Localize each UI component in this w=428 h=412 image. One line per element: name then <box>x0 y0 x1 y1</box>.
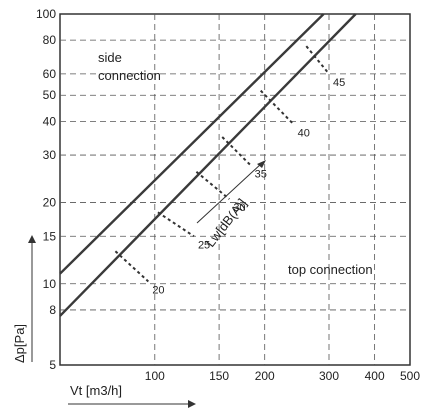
series-line-top-connection <box>59 13 357 317</box>
x-tick-label: 400 <box>365 369 385 383</box>
series-lines <box>59 13 357 317</box>
y-tick-label: 80 <box>43 33 57 47</box>
sound-level-line <box>221 136 252 166</box>
sound-level-label: 25 <box>198 239 210 251</box>
x-tick-label: 300 <box>319 369 339 383</box>
x-tick-label: 500 <box>400 369 420 383</box>
annotation-side-1: side <box>98 50 122 65</box>
x-tick-label: 200 <box>255 369 275 383</box>
y-tick-label: 40 <box>43 114 57 128</box>
sound-level-line <box>259 89 295 126</box>
sound-level-marks: 20 25 30 35 40 45 <box>114 45 345 296</box>
y-tick-label: 5 <box>49 358 56 372</box>
sound-level-label: 20 <box>152 284 164 296</box>
y-tick-label: 60 <box>43 67 57 81</box>
x-axis-arrow <box>68 400 196 408</box>
plot-area <box>59 13 411 366</box>
x-tick-label: 150 <box>209 369 229 383</box>
y-axis-arrow <box>28 235 36 362</box>
x-tick-label: 100 <box>145 369 165 383</box>
series-line-side-connection <box>59 13 325 275</box>
annotation-side-2: connection <box>98 68 161 83</box>
sound-level-label: 35 <box>255 168 267 180</box>
grid <box>60 14 410 365</box>
y-tick-label: 20 <box>43 196 57 210</box>
y-tick-label: 15 <box>43 229 57 243</box>
annotation-top: top connection <box>288 262 373 277</box>
y-tick-label: 50 <box>43 88 57 102</box>
tick-labels: 5 8 10 15 20 30 40 50 60 80 100 100 150 200 300 400 500 <box>36 7 420 383</box>
y-tick-label: 30 <box>43 148 57 162</box>
sound-level-line <box>195 171 230 200</box>
y-tick-label: 8 <box>49 303 56 317</box>
sound-level-line <box>114 250 150 283</box>
sound-level-label: 30 <box>233 202 245 214</box>
sound-level-label: 40 <box>298 127 310 139</box>
y-tick-label: 10 <box>43 277 57 291</box>
x-axis-label: Vt [m3/h] <box>70 383 122 398</box>
y-tick-label: 100 <box>36 7 56 21</box>
y-axis-label: Δp[Pa] <box>12 324 27 363</box>
sound-level-label: 45 <box>333 77 345 89</box>
sound-level-line <box>157 211 195 238</box>
